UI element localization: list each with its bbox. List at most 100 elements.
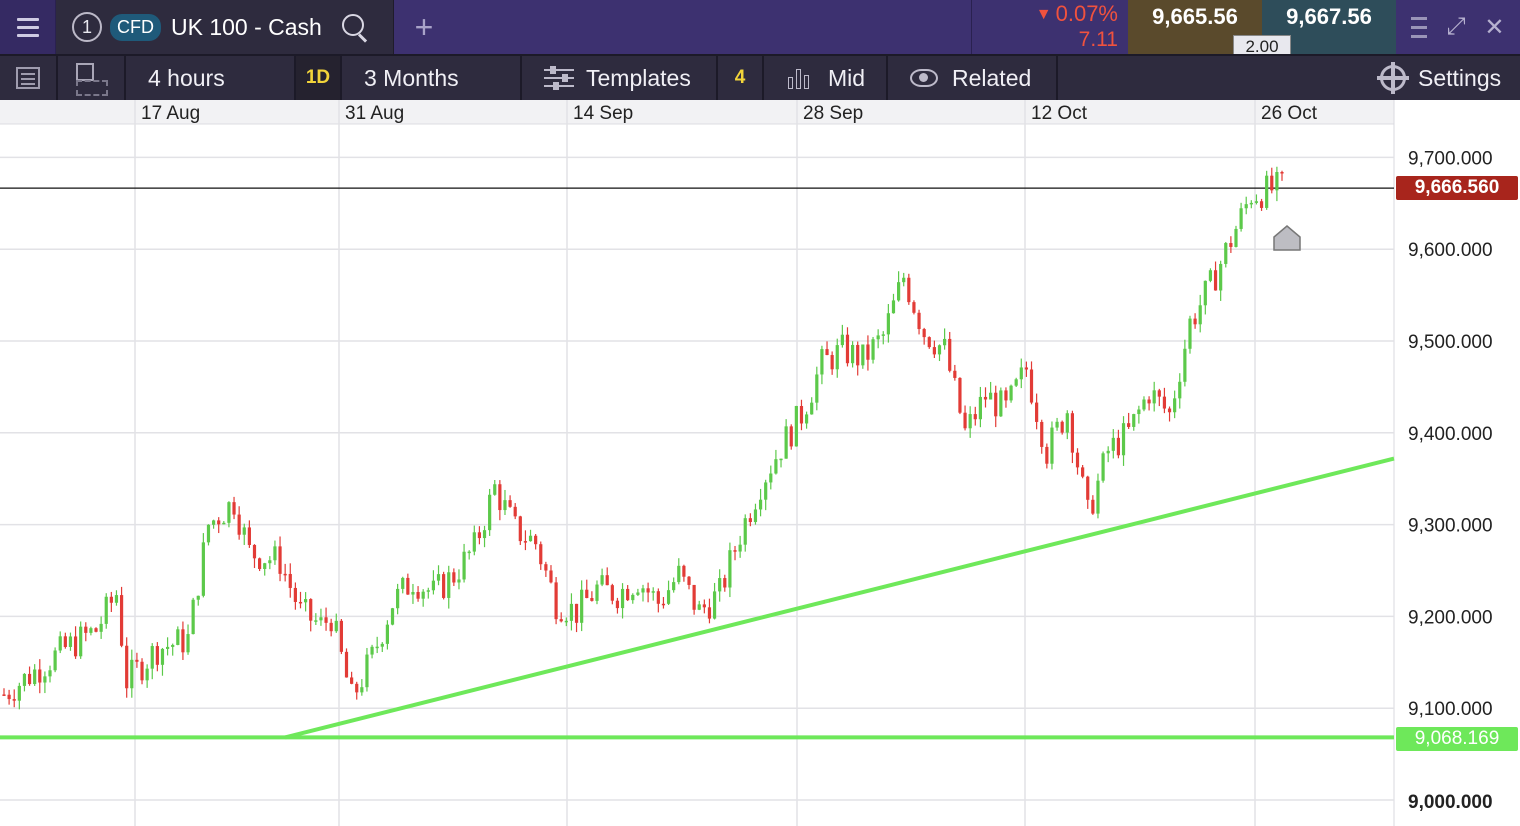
list-view-button[interactable]	[0, 56, 58, 100]
candle-body	[743, 518, 747, 545]
change-percent-value: 0.07%	[1055, 0, 1118, 26]
candle-body	[615, 600, 620, 609]
candle-body	[1198, 305, 1202, 325]
candle-body	[390, 608, 395, 625]
candle-body	[605, 575, 609, 586]
interval-badge[interactable]: 1D	[296, 56, 342, 100]
expand-icon[interactable]: ⤢	[1446, 13, 1466, 40]
down-arrow-icon: ▼	[1035, 5, 1052, 23]
candle-body	[79, 626, 83, 657]
price-axis-band	[1394, 100, 1520, 826]
date-tick-label: 28 Sep	[803, 103, 863, 124]
templates-button[interactable]: Templates	[522, 56, 718, 100]
candle-body	[1234, 228, 1238, 247]
candle-body	[866, 344, 870, 360]
candle-body	[712, 591, 717, 619]
candle-body	[968, 414, 972, 429]
drag-handle-icon[interactable]	[1411, 16, 1428, 38]
candle-body	[774, 459, 778, 474]
candle-body	[881, 334, 885, 336]
settings-button[interactable]: Settings	[1370, 56, 1520, 100]
candle-body	[886, 313, 890, 335]
related-label: Related	[952, 64, 1032, 91]
candle-body	[242, 527, 246, 535]
candle-body	[554, 582, 558, 620]
candle-body	[518, 516, 522, 542]
candle-body	[7, 694, 11, 700]
settings-label: Settings	[1418, 64, 1502, 91]
current-price-label: 9,666.560	[1396, 176, 1518, 200]
candle-body	[160, 648, 165, 665]
candle-body	[794, 405, 798, 447]
candle-body	[436, 574, 441, 581]
candle-body	[135, 659, 139, 662]
candle-body	[206, 524, 211, 543]
candle-body	[191, 599, 195, 635]
candle-body	[150, 646, 154, 669]
menu-icon[interactable]	[0, 0, 56, 54]
candle-body	[58, 636, 62, 651]
interval-selector[interactable]: 4 hours	[126, 56, 296, 100]
candle-body	[927, 337, 931, 348]
chart-canvas[interactable]: 17 Aug 31 Aug 14 Sep 28 Sep 12 Oct 26 Oct 9,70…	[0, 100, 1520, 826]
candle-body	[222, 522, 226, 525]
price-tick-label: 9,400.000	[1408, 424, 1493, 445]
close-icon[interactable]: ✕	[1484, 13, 1505, 41]
candle-body	[304, 599, 308, 603]
price-tick-label: 9,500.000	[1408, 332, 1493, 353]
candle-body	[268, 560, 272, 564]
candlestick-icon	[786, 65, 816, 91]
candle-body	[38, 669, 42, 683]
layout-button[interactable]	[58, 56, 126, 100]
candle-body	[1270, 175, 1274, 191]
candle-body	[1188, 318, 1192, 349]
candle-body	[932, 347, 936, 355]
instrument-name: UK 100 - Cash	[171, 13, 322, 40]
candle-body	[406, 577, 410, 595]
sell-price-button[interactable]: 9,665.56	[1128, 0, 1262, 54]
candle-body	[227, 502, 231, 523]
candle-body	[682, 565, 686, 577]
candle-body	[211, 520, 216, 525]
candle-body	[1147, 399, 1151, 404]
templates-label: Templates	[586, 64, 691, 91]
candle-body	[1229, 243, 1233, 247]
candle-body	[1127, 423, 1131, 427]
price-type-button[interactable]: Mid	[764, 56, 888, 100]
candle-body	[574, 603, 579, 623]
candle-body	[534, 535, 538, 545]
candle-body	[273, 546, 277, 561]
home-marker-icon[interactable]	[1273, 225, 1301, 251]
candle-body	[907, 277, 911, 303]
instrument-tab[interactable]: 1 CFD UK 100 - Cash	[56, 0, 394, 54]
candle-body	[1086, 476, 1090, 500]
search-icon[interactable]	[340, 12, 370, 42]
price-chart[interactable]: 17 Aug 31 Aug 14 Sep 28 Sep 12 Oct 26 Oct 9,70…	[0, 100, 1520, 826]
candle-body	[114, 595, 119, 603]
add-tab-button[interactable]: +	[414, 8, 434, 45]
candle-body	[718, 578, 722, 592]
related-button[interactable]: Related	[888, 56, 1058, 100]
candle-body	[917, 312, 921, 330]
candle-body	[130, 659, 134, 689]
candle-body	[651, 591, 655, 593]
candle-body	[544, 564, 548, 571]
candle-body	[1167, 408, 1172, 413]
range-selector[interactable]: 3 Months	[342, 56, 522, 100]
candle-body	[549, 570, 553, 583]
candle-body	[1060, 421, 1064, 433]
candle-body	[994, 392, 998, 417]
candle-body	[723, 578, 727, 588]
candle-body	[104, 596, 108, 624]
gear-icon	[1377, 62, 1409, 94]
candle-body	[442, 574, 446, 598]
indicator-count-badge[interactable]: 4	[718, 56, 764, 100]
candle-body	[1091, 499, 1095, 514]
candle-body	[477, 532, 482, 539]
candle-body	[1070, 413, 1075, 453]
candle-body	[523, 541, 528, 543]
candle-body	[850, 344, 855, 364]
candle-body	[595, 584, 599, 601]
support-level-label[interactable]: 9,068.169	[1396, 727, 1518, 751]
candle-body	[355, 683, 359, 693]
